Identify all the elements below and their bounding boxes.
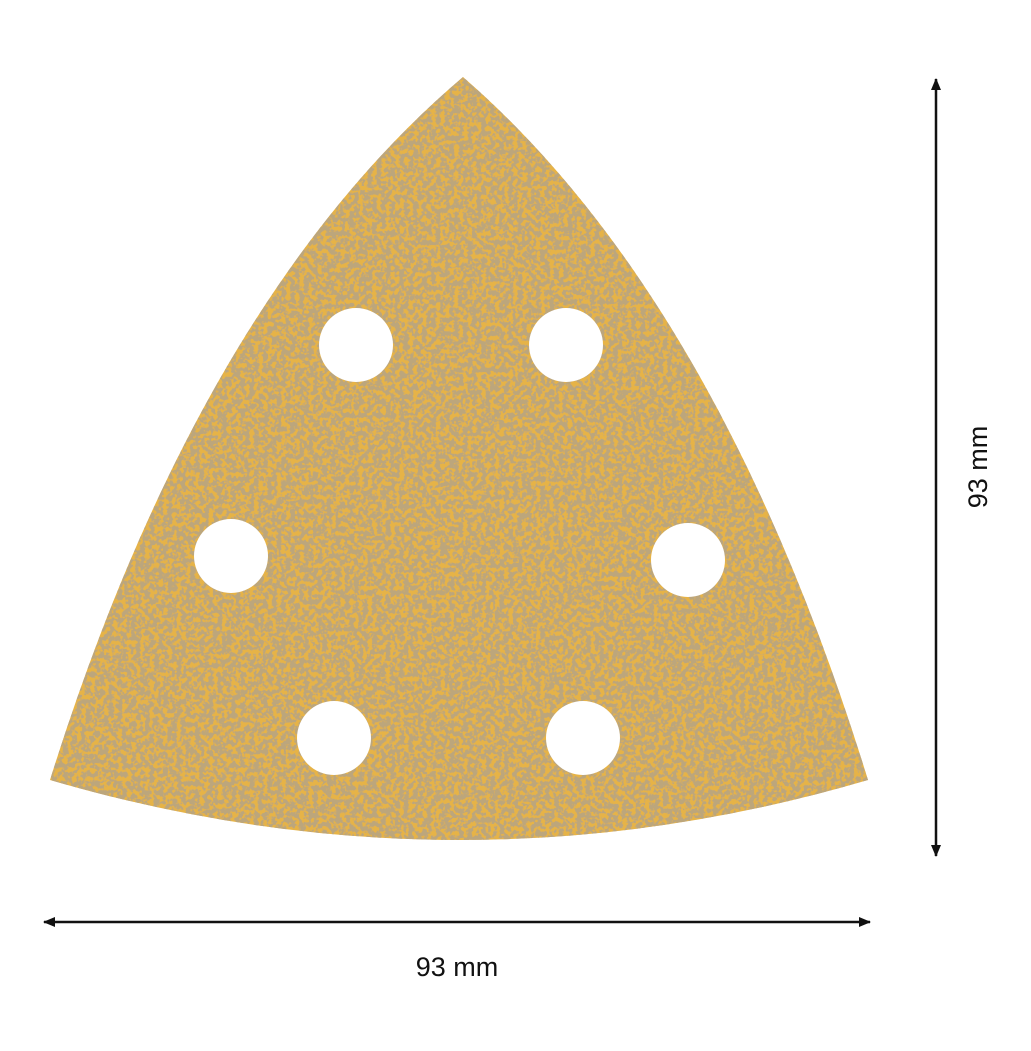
height-label: 93 mm (963, 426, 993, 509)
sanding-sheet (50, 77, 868, 840)
width-dimension: 93 mm (43, 917, 871, 982)
width-label: 93 mm (416, 952, 499, 982)
height-dimension: 93 mm (931, 78, 993, 857)
